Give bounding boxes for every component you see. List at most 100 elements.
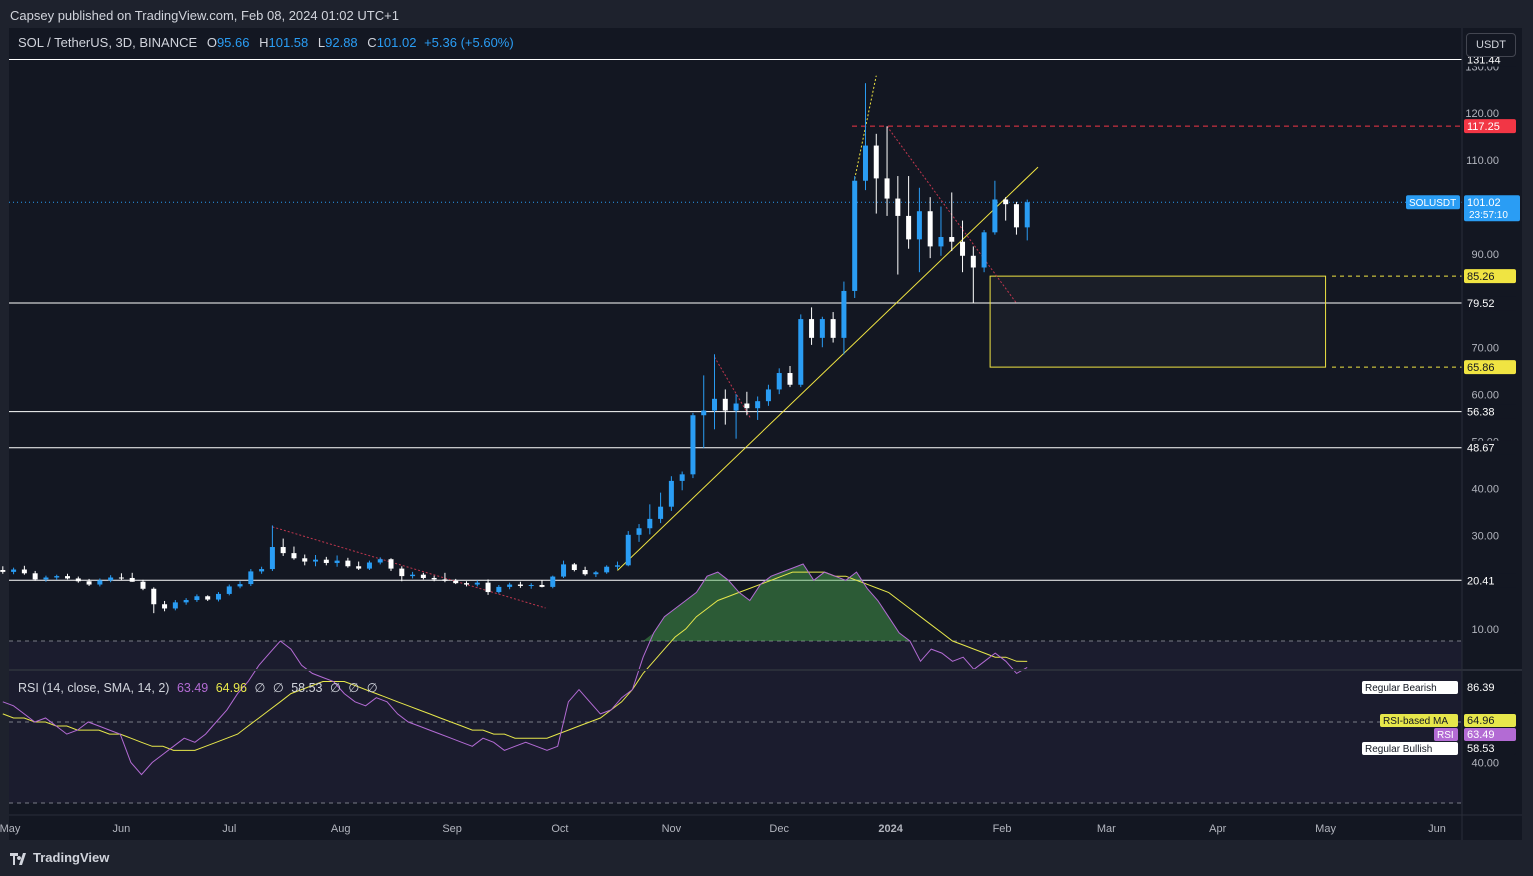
candle-body	[1013, 204, 1019, 228]
rsi-line	[2, 563, 1028, 776]
candle-body	[517, 584, 523, 586]
level-tag: 79.52	[1467, 298, 1495, 310]
candle-body	[377, 559, 383, 563]
candle-body	[981, 232, 987, 268]
demand-zone-rect	[989, 275, 1327, 368]
candle-body	[873, 145, 879, 179]
candle-body	[129, 577, 135, 582]
level-tag: 131.44	[1467, 55, 1501, 67]
candle-body	[809, 319, 815, 338]
rsi-title[interactable]: RSI (14, close, SMA, 14, 2)	[18, 681, 170, 695]
candle-body	[798, 319, 804, 385]
symbol-title[interactable]: SOL / TetherUS, 3D, BINANCE	[18, 35, 198, 50]
candle-body	[183, 600, 189, 603]
rsi-value-tag: 64.96	[1467, 715, 1495, 727]
candle-body	[712, 398, 718, 411]
symbol-tag: SOLUSDT	[1409, 198, 1456, 209]
candle-body	[345, 560, 351, 567]
high-label: H	[259, 35, 269, 50]
candle-body	[895, 198, 901, 216]
price-tick-label: 10.00	[1471, 624, 1499, 636]
rsi-na-1: ∅	[254, 681, 266, 695]
candle-body	[744, 403, 750, 409]
level-tag-bg	[1464, 573, 1516, 588]
candle-body	[205, 596, 211, 600]
candle-body	[593, 572, 599, 575]
candle-body	[776, 373, 782, 390]
close-value: 101.02	[376, 35, 417, 50]
candle-body	[668, 480, 674, 507]
candle-body	[701, 410, 707, 416]
candle-body	[679, 474, 685, 481]
candle-body	[485, 582, 491, 593]
candle-body	[302, 558, 308, 562]
rsi-tag: RSI-based MA	[1383, 716, 1448, 727]
rsi-value-bg	[1464, 681, 1516, 694]
candle-body	[108, 577, 114, 581]
candle-body	[453, 580, 459, 584]
time-tick-label: Dec	[769, 823, 789, 835]
ohlc-legend: SOL / TetherUS, 3D, BINANCE O95.66 H101.…	[18, 35, 514, 50]
level-tag: 85.26	[1467, 271, 1495, 283]
time-tick-label: Sep	[442, 823, 462, 835]
price-tick-label: 40.00	[1471, 483, 1499, 495]
candle-body	[269, 547, 275, 570]
candle-body	[388, 559, 394, 569]
candle-body	[280, 547, 286, 554]
time-tick-label: Feb	[993, 823, 1012, 835]
time-tick-label: Jun	[1428, 823, 1446, 835]
change-value: +5.36 (+5.60%)	[424, 35, 514, 50]
rsi-value-bg	[1464, 728, 1516, 741]
candle-body	[1003, 199, 1009, 205]
candle-body	[1024, 202, 1030, 228]
candle-body	[733, 403, 739, 411]
level-tag: 56.38	[1467, 407, 1495, 419]
candle-body	[420, 574, 426, 578]
footer-brand-text: TradingView	[33, 850, 110, 865]
candle-body	[140, 581, 146, 589]
rsi-tag: Regular Bearish	[1365, 683, 1437, 694]
rsi-value-tag: 86.39	[1467, 682, 1495, 694]
rsi-value-bg	[1464, 714, 1516, 727]
candle-body	[636, 528, 642, 535]
price-tick-label: 30.00	[1471, 530, 1499, 542]
price-tag: 101.02	[1467, 197, 1501, 209]
level-tag: 65.86	[1467, 362, 1495, 374]
time-tick-label: Aug	[331, 823, 351, 835]
candle-body	[841, 290, 847, 338]
rsi-value-tag: 63.49	[1467, 729, 1495, 741]
candle-body	[11, 569, 17, 572]
time-tick-label: Jun	[113, 823, 131, 835]
level-tag: 117.25	[1467, 121, 1500, 133]
candle-body	[765, 389, 771, 402]
level-tag-bg	[1464, 269, 1516, 284]
candle-body	[571, 564, 577, 571]
uptrend-line	[617, 166, 1039, 571]
open-label: O	[206, 35, 217, 50]
chart-panel[interactable]	[9, 28, 1522, 840]
low-value: 92.88	[325, 35, 358, 50]
candle-body	[852, 180, 858, 291]
candle-body	[474, 582, 480, 585]
rsi-tag: Regular Bullish	[1365, 744, 1432, 755]
rsi-bb-value: 58.53	[291, 681, 323, 695]
rsi-value-bg	[1464, 742, 1516, 755]
downtrend-line-summer	[272, 526, 546, 609]
level-tag-bg	[1464, 119, 1516, 134]
candle-body	[442, 579, 448, 581]
candle-body	[226, 586, 232, 594]
level-tag-bg	[1464, 360, 1516, 375]
candle-body	[561, 564, 567, 577]
candle-body	[194, 596, 200, 601]
candle-body	[43, 577, 49, 580]
price-tick-label: 90.00	[1471, 249, 1499, 261]
candle-body	[625, 534, 631, 566]
candle-body	[550, 576, 556, 587]
rsi-tag-bg	[1362, 742, 1458, 755]
candle-body	[162, 604, 168, 609]
candle-body	[992, 199, 998, 233]
level-tag: 20.41	[1467, 575, 1495, 587]
candle-body	[75, 578, 81, 582]
currency-button[interactable]: USDT	[1466, 33, 1516, 57]
